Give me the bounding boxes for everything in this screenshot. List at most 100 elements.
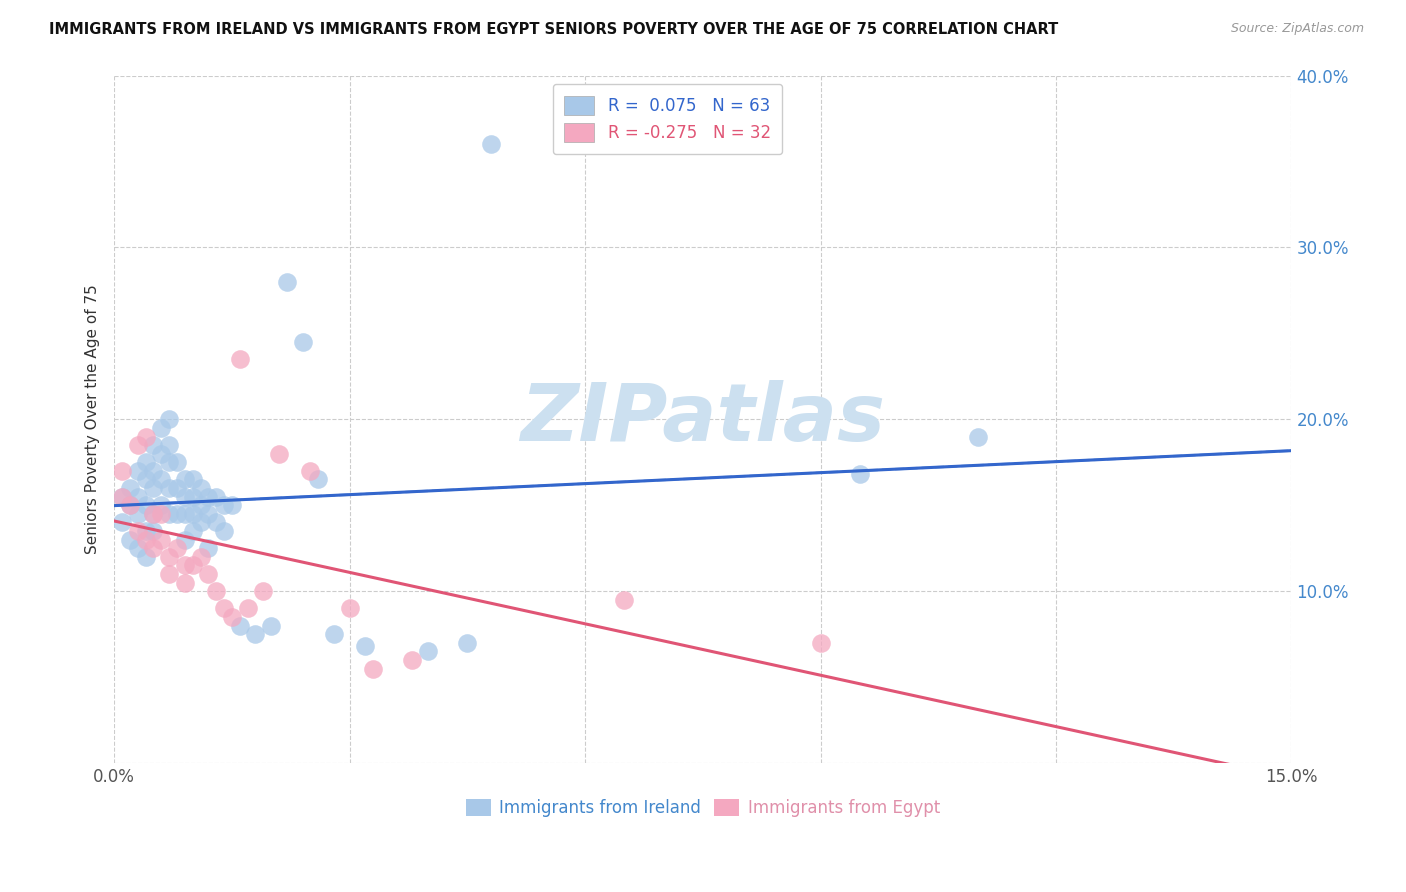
Point [260, 618, 283, 632]
Point [111, 490, 134, 504]
Point [221, 498, 243, 512]
Point [157, 549, 180, 564]
Point [291, 334, 314, 349]
Point [236, 601, 259, 615]
Text: Source: ZipAtlas.com: Source: ZipAtlas.com [1230, 22, 1364, 36]
Point [157, 481, 180, 495]
Point [135, 498, 157, 512]
Point [205, 490, 228, 504]
Point [135, 455, 157, 469]
Point [197, 567, 219, 582]
Point [810, 636, 832, 650]
Point [127, 507, 149, 521]
Text: IMMIGRANTS FROM IRELAND VS IMMIGRANTS FROM EGYPT SENIORS POVERTY OVER THE AGE OF: IMMIGRANTS FROM IRELAND VS IMMIGRANTS FR… [49, 22, 1059, 37]
Point [190, 516, 212, 530]
Point [190, 498, 212, 512]
Point [111, 464, 134, 478]
Point [135, 524, 157, 538]
Point [150, 533, 173, 547]
Point [181, 490, 204, 504]
Point [205, 584, 228, 599]
Point [111, 516, 134, 530]
Point [181, 558, 204, 573]
Point [142, 507, 165, 521]
Point [166, 481, 188, 495]
Point [205, 516, 228, 530]
Point [401, 653, 423, 667]
Point [181, 524, 204, 538]
Point [127, 438, 149, 452]
Point [252, 584, 274, 599]
Point [142, 464, 165, 478]
Y-axis label: Seniors Poverty Over the Age of 75: Seniors Poverty Over the Age of 75 [86, 285, 100, 554]
Point [173, 507, 195, 521]
Point [157, 412, 180, 426]
Point [150, 447, 173, 461]
Point [135, 533, 157, 547]
Point [118, 533, 141, 547]
Point [166, 541, 188, 556]
Point [135, 473, 157, 487]
Point [212, 601, 235, 615]
Point [118, 481, 141, 495]
Point [135, 429, 157, 443]
Point [276, 275, 298, 289]
Point [173, 575, 195, 590]
Point [418, 644, 440, 658]
Point [142, 481, 165, 495]
Point [127, 524, 149, 538]
Point [849, 467, 872, 482]
Point [212, 524, 235, 538]
Point [173, 533, 195, 547]
Point [299, 464, 322, 478]
Point [190, 481, 212, 495]
Text: ZIPatlas: ZIPatlas [520, 380, 886, 458]
Point [142, 541, 165, 556]
Point [150, 507, 173, 521]
Point [197, 490, 219, 504]
Point [142, 507, 165, 521]
Point [323, 627, 346, 641]
Point [150, 473, 173, 487]
Legend: Immigrants from Ireland, Immigrants from Egypt: Immigrants from Ireland, Immigrants from… [460, 792, 946, 823]
Point [127, 464, 149, 478]
Point [229, 618, 252, 632]
Point [127, 541, 149, 556]
Point [166, 507, 188, 521]
Point [361, 662, 384, 676]
Point [142, 524, 165, 538]
Point [111, 490, 134, 504]
Point [197, 541, 219, 556]
Point [157, 438, 180, 452]
Point [267, 447, 290, 461]
Point [150, 498, 173, 512]
Point [966, 429, 988, 443]
Point [135, 549, 157, 564]
Point [456, 636, 478, 650]
Point [221, 610, 243, 624]
Point [190, 549, 212, 564]
Point [181, 473, 204, 487]
Point [142, 438, 165, 452]
Point [354, 639, 377, 653]
Point [479, 137, 502, 152]
Point [212, 498, 235, 512]
Point [157, 455, 180, 469]
Point [229, 352, 252, 367]
Point [181, 507, 204, 521]
Point [157, 507, 180, 521]
Point [127, 490, 149, 504]
Point [613, 592, 636, 607]
Point [150, 421, 173, 435]
Point [157, 567, 180, 582]
Point [173, 473, 195, 487]
Point [245, 627, 267, 641]
Point [118, 498, 141, 512]
Point [166, 455, 188, 469]
Point [307, 473, 329, 487]
Point [173, 558, 195, 573]
Point [173, 490, 195, 504]
Point [197, 507, 219, 521]
Point [339, 601, 361, 615]
Point [118, 498, 141, 512]
